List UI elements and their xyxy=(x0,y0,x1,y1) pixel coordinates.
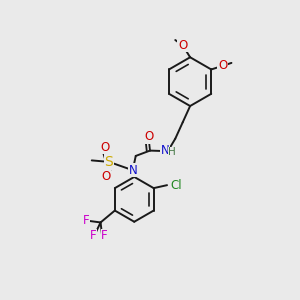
Text: F: F xyxy=(90,229,96,242)
Text: O: O xyxy=(100,140,109,154)
Text: H: H xyxy=(168,147,176,157)
Text: O: O xyxy=(101,170,111,183)
Text: S: S xyxy=(105,155,113,169)
Text: O: O xyxy=(144,130,153,143)
Text: Cl: Cl xyxy=(171,179,182,192)
Text: F: F xyxy=(101,229,108,242)
Text: N: N xyxy=(160,144,169,157)
Text: F: F xyxy=(83,214,90,226)
Text: O: O xyxy=(178,39,187,52)
Text: O: O xyxy=(218,59,227,72)
Text: N: N xyxy=(128,164,137,177)
